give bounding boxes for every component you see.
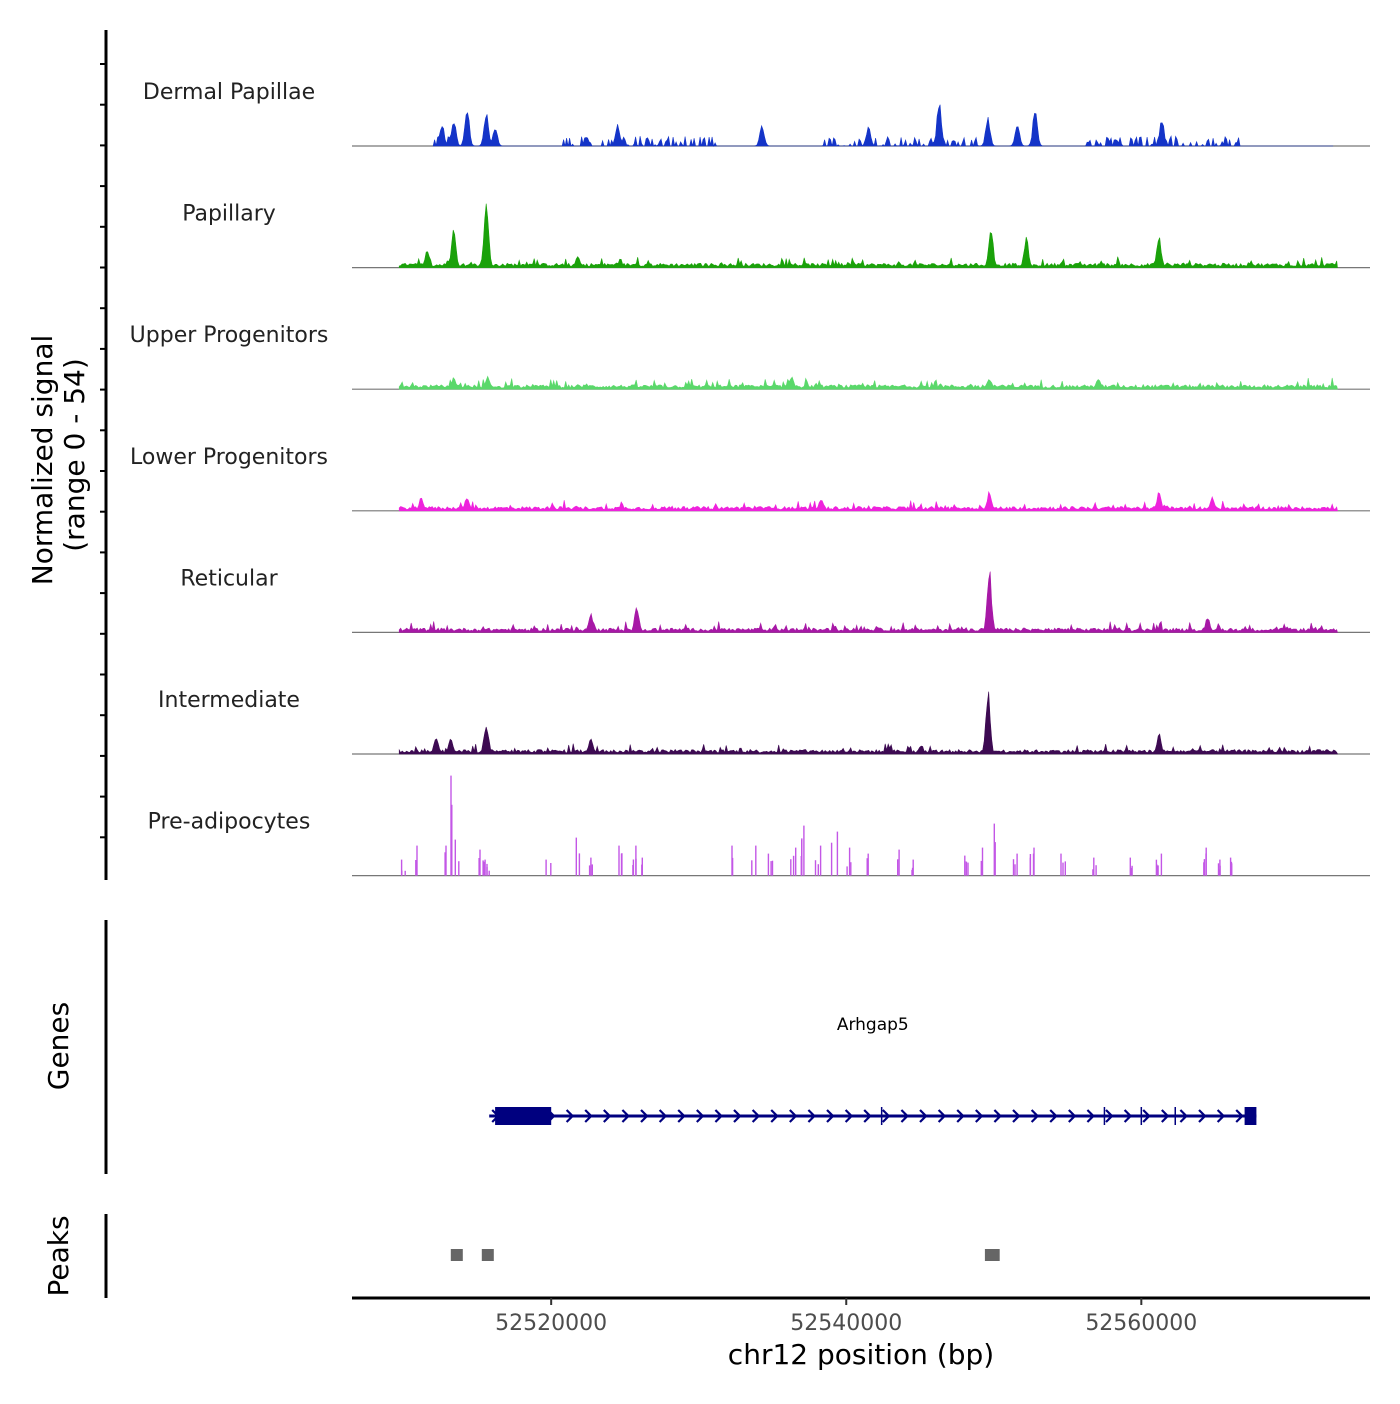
x-axis-title: chr12 position (bp) <box>728 1338 994 1371</box>
track-label: Intermediate <box>158 688 300 713</box>
strand-arrow <box>863 1109 872 1123</box>
peaks-label: Peaks <box>42 1215 75 1296</box>
strand-arrow <box>882 1109 891 1123</box>
y-axis-title-line1: Normalized signal <box>26 335 59 586</box>
strand-arrow <box>640 1109 649 1123</box>
track-label: Reticular <box>180 566 278 591</box>
track-intermediate: Intermediate <box>158 688 1370 755</box>
strand-arrow <box>1030 1109 1040 1123</box>
track-lower-progenitors: Lower Progenitors <box>130 445 1370 512</box>
strand-arrow <box>844 1109 854 1123</box>
strand-arrow <box>1198 1109 1207 1123</box>
strand-arrow <box>789 1109 798 1123</box>
signal-tracks: Dermal Papillae Papillary Upper Progenitor… <box>130 80 1370 877</box>
signal-area <box>398 375 1338 390</box>
x-tick-label: 52520000 <box>495 1311 607 1336</box>
x-axis-ticks: 52520000 52540000 52560000 <box>495 1298 1197 1336</box>
track-label: Dermal Papillae <box>143 80 315 105</box>
genes-label: Genes <box>42 1002 75 1090</box>
track-dermal-papillae: Dermal Papillae <box>143 80 1370 148</box>
peak-track <box>450 1249 1000 1261</box>
strand-arrow <box>900 1109 909 1123</box>
signal-area <box>432 104 1334 148</box>
strand-arrow <box>956 1109 965 1123</box>
strand-arrow <box>1216 1109 1226 1123</box>
strand-arrow <box>565 1109 575 1123</box>
strand-arrow <box>770 1109 779 1123</box>
strand-arrow <box>1123 1109 1133 1123</box>
signal-y-ticks <box>100 63 106 839</box>
strand-arrow <box>975 1109 984 1123</box>
strand-arrow <box>1086 1109 1095 1123</box>
track-papillary: Papillary <box>182 202 1370 269</box>
strand-arrow <box>603 1109 612 1123</box>
strand-arrow <box>937 1109 947 1123</box>
strand-arrow <box>919 1109 928 1123</box>
strand-arrow <box>584 1109 593 1123</box>
track-upper-progenitors: Upper Progenitors <box>130 323 1370 390</box>
track-reticular: Reticular <box>180 566 1370 634</box>
gene-track: Arhgap5 <box>489 1015 1257 1125</box>
strand-arrow <box>658 1109 668 1123</box>
strand-arrow <box>677 1109 686 1123</box>
signal-area <box>398 203 1338 268</box>
gene-name-label: Arhgap5 <box>837 1015 909 1035</box>
strand-arrow <box>733 1109 742 1123</box>
x-tick-label: 52540000 <box>790 1311 902 1336</box>
strand-arrow <box>1049 1109 1058 1123</box>
strand-arrow <box>1235 1109 1244 1123</box>
strand-arrow <box>696 1109 705 1123</box>
y-axis-title-line2: (range 0 - 54) <box>58 358 91 552</box>
strand-arrow <box>1012 1109 1021 1123</box>
signal-area <box>398 571 1338 633</box>
called-peak <box>450 1249 463 1261</box>
track-label: Papillary <box>182 202 276 227</box>
strand-arrow <box>714 1109 723 1123</box>
strand-arrow <box>751 1109 761 1123</box>
track-label: Lower Progenitors <box>130 445 328 470</box>
called-peak <box>481 1249 494 1261</box>
strand-arrow <box>807 1109 816 1123</box>
strand-arrow <box>621 1109 630 1123</box>
track-pre-adipocytes: Pre-adipocytes <box>148 775 1370 877</box>
strand-arrow <box>1161 1109 1170 1123</box>
strand-arrow <box>1105 1109 1114 1123</box>
track-label: Pre-adipocytes <box>148 810 311 835</box>
gene-exon <box>1244 1107 1257 1125</box>
strand-arrow <box>1179 1109 1188 1123</box>
signal-area <box>398 490 1338 512</box>
track-label: Upper Progenitors <box>130 323 329 348</box>
x-tick-label: 52560000 <box>1085 1311 1197 1336</box>
strand-arrow <box>993 1109 1002 1123</box>
gene-exon <box>495 1107 552 1125</box>
strand-arrow <box>826 1109 835 1123</box>
signal-area <box>398 691 1338 755</box>
strand-arrow <box>1068 1109 1077 1123</box>
strand-arrow <box>1142 1109 1151 1123</box>
called-peak <box>984 1249 1000 1261</box>
